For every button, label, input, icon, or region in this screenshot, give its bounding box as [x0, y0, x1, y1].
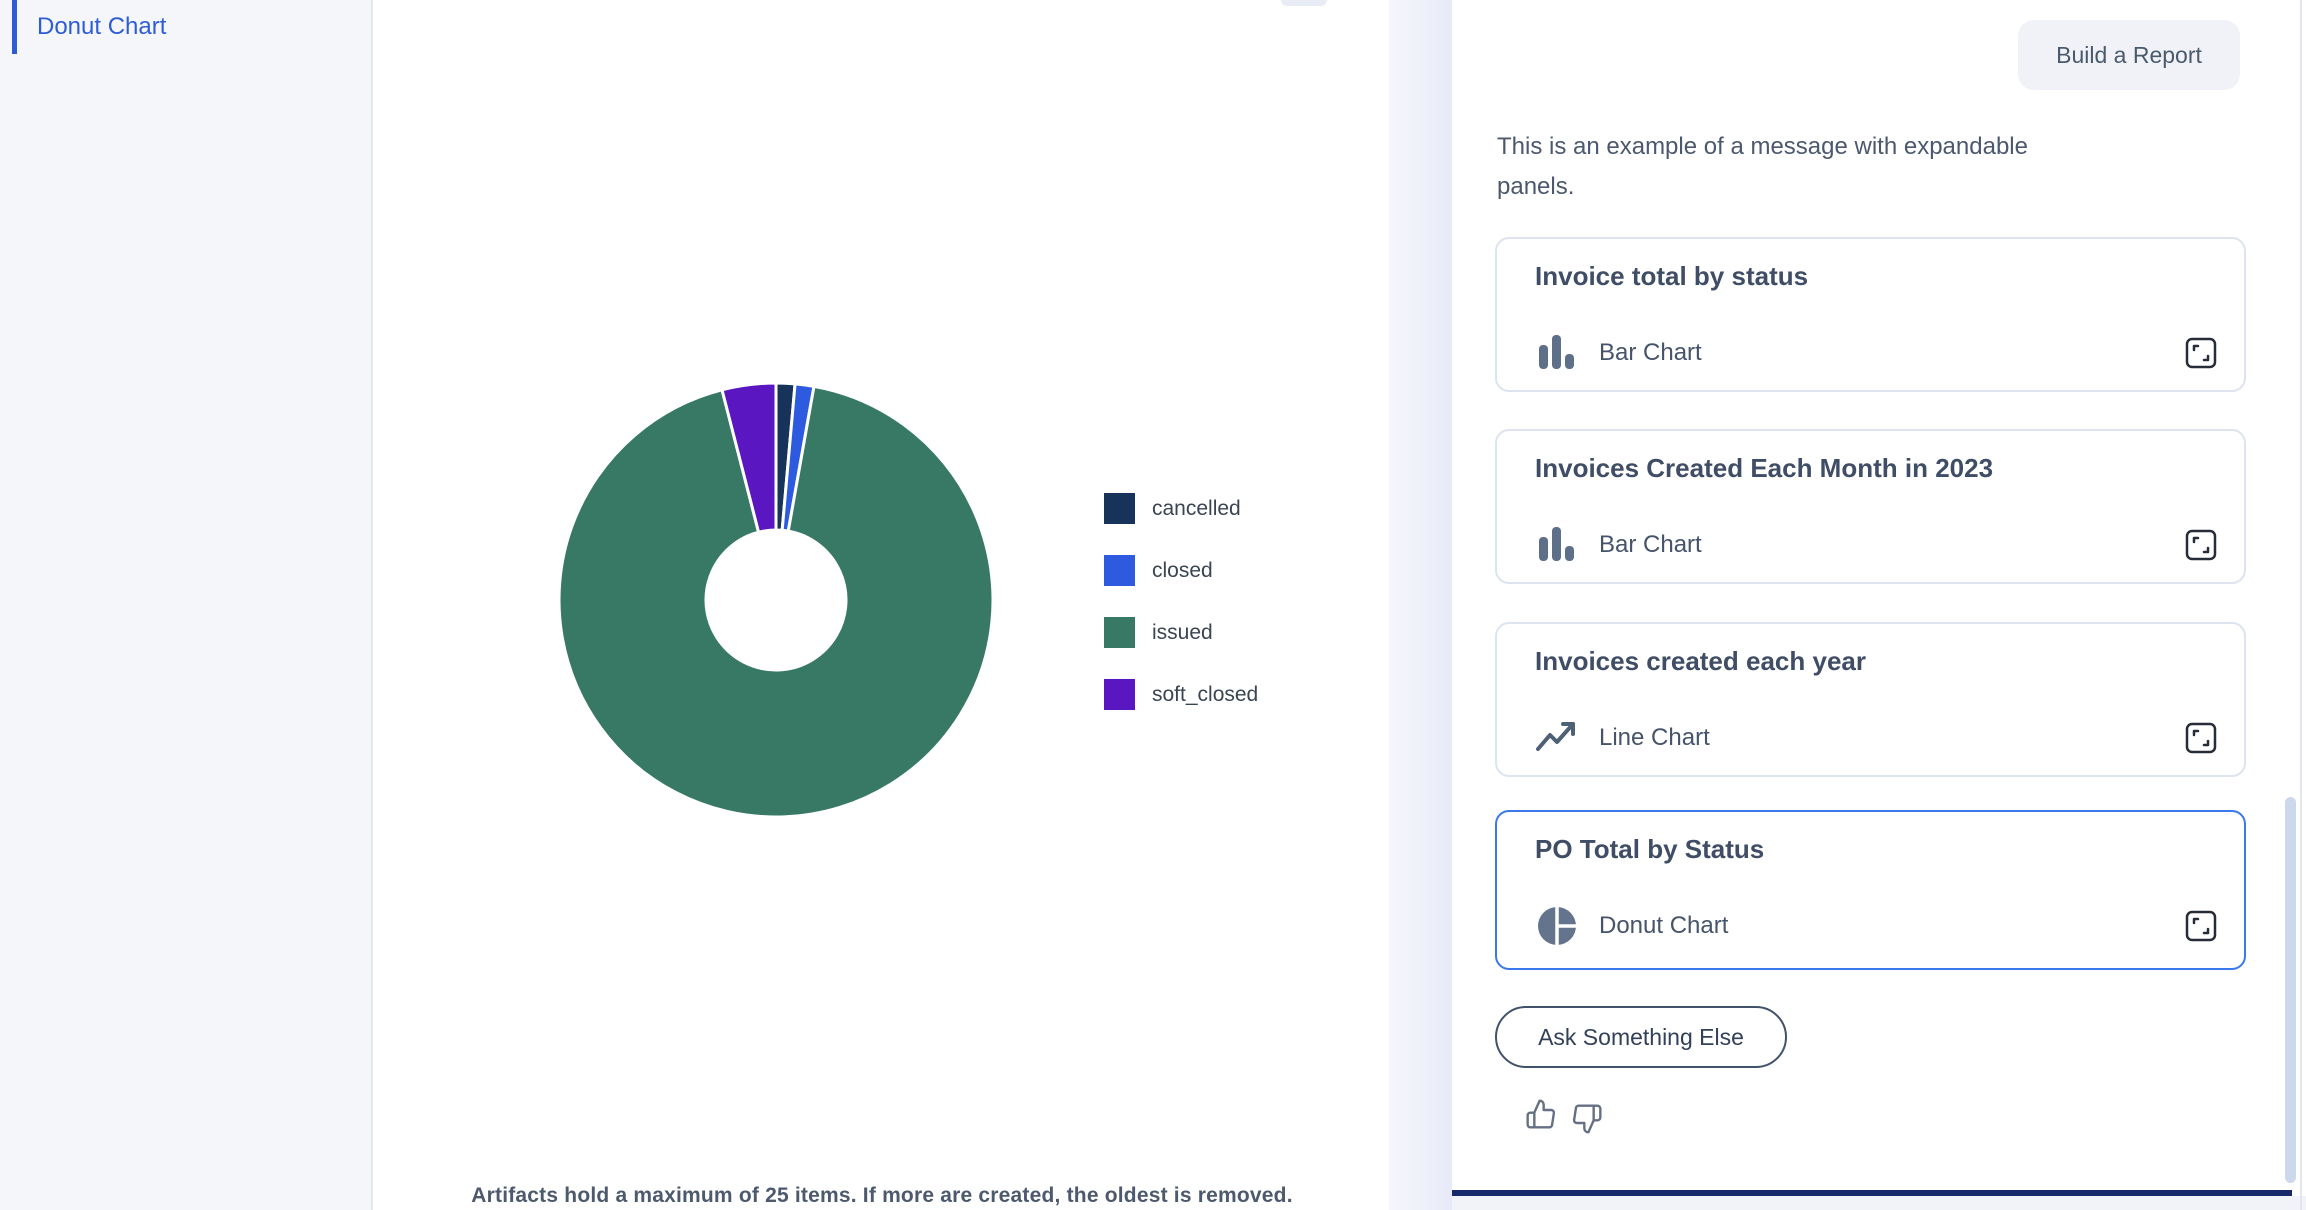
expandable-panel-invoices-created-each-month[interactable]: Invoices Created Each Month in 2023 Bar … — [1495, 429, 2246, 584]
artifact-sidebar: Donut Chart — [0, 0, 373, 1210]
bar-chart-icon — [1535, 523, 1579, 567]
expand-icon[interactable] — [2184, 909, 2218, 943]
panel-divider — [1389, 0, 1452, 1210]
expand-icon[interactable] — [2184, 721, 2218, 755]
expandable-panel-po-total-by-status[interactable]: PO Total by Status Donut Chart — [1495, 810, 2246, 970]
expandable-panel-invoices-created-each-year[interactable]: Invoices created each year Line Chart — [1495, 622, 2246, 777]
thumbs-up-icon[interactable] — [1525, 1098, 1557, 1130]
chat-panel: Build a Report This is an example of a m… — [1452, 0, 2306, 1210]
legend-item-soft-closed[interactable]: soft_closed — [1104, 679, 1258, 710]
panel-title: Invoice total by status — [1535, 261, 1809, 291]
legend-item-issued[interactable]: issued — [1104, 617, 1258, 648]
message-feedback — [1525, 1098, 1603, 1134]
line-chart-icon — [1535, 716, 1579, 760]
donut-slice-issued — [557, 384, 995, 819]
artifact-main-panel: cancelled closed issued soft_closed Arti… — [375, 0, 1389, 1210]
panel-chart-type: Donut Chart — [1599, 912, 1729, 939]
thumbs-down-icon[interactable] — [1571, 1103, 1603, 1135]
donut-chart — [556, 380, 996, 820]
panel-chart-type: Bar Chart — [1599, 339, 1702, 366]
legend-label: soft_closed — [1152, 682, 1259, 706]
panel-title: Invoices Created Each Month in 2023 — [1535, 453, 1994, 483]
artifact-limit-caption: Artifacts hold a maximum of 25 items. If… — [471, 1184, 1293, 1207]
ask-something-else-button[interactable]: Ask Something Else — [1495, 1006, 1787, 1068]
legend-item-closed[interactable]: closed — [1104, 555, 1258, 586]
sidebar-item-label: Donut Chart — [37, 13, 167, 40]
chart-legend: cancelled closed issued soft_closed — [1104, 493, 1258, 741]
scrollbar-thumb[interactable] — [2285, 797, 2296, 1183]
sidebar-item-donut-chart[interactable]: Donut Chart — [12, 0, 371, 54]
donut-slice-soft_closed — [720, 381, 778, 534]
expand-icon[interactable] — [2184, 528, 2218, 562]
legend-label: issued — [1152, 620, 1213, 644]
chat-input-area-edge — [1452, 1196, 2306, 1210]
chat-input-divider — [1452, 1190, 2292, 1196]
legend-swatch-closed — [1104, 555, 1135, 586]
panel-chart-type: Bar Chart — [1599, 531, 1702, 558]
assistant-message: This is an example of a message with exp… — [1497, 133, 2028, 200]
legend-label: closed — [1152, 558, 1213, 582]
panel-title: PO Total by Status — [1535, 834, 1765, 864]
legend-swatch-soft-closed — [1104, 679, 1135, 710]
bar-chart-icon — [1535, 331, 1579, 375]
scrollbar-track — [2300, 0, 2302, 1210]
donut-chart-icon — [1535, 904, 1579, 948]
scrolled-toolbar-button-remnant[interactable] — [1281, 0, 1327, 6]
expandable-panel-invoice-total-by-status[interactable]: Invoice total by status Bar Chart — [1495, 237, 2246, 392]
expand-icon[interactable] — [2184, 336, 2218, 370]
legend-item-cancelled[interactable]: cancelled — [1104, 493, 1258, 524]
legend-swatch-cancelled — [1104, 493, 1135, 524]
panel-title: Invoices created each year — [1535, 646, 1866, 676]
build-a-report-button[interactable]: Build a Report — [2018, 20, 2240, 90]
legend-swatch-issued — [1104, 617, 1135, 648]
legend-label: cancelled — [1152, 496, 1241, 520]
panel-chart-type: Line Chart — [1599, 724, 1710, 751]
donut-chart-svg — [557, 381, 995, 819]
